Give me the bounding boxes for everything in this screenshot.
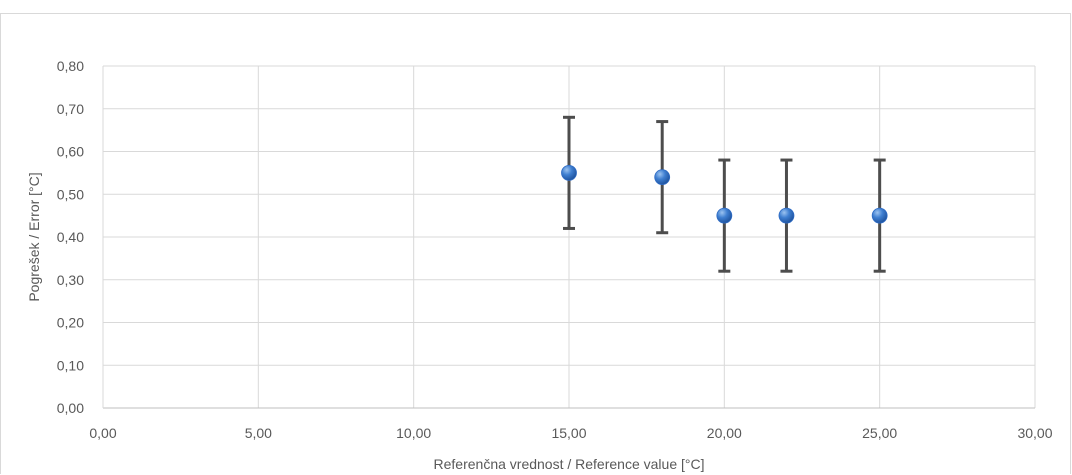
data-points <box>561 164 888 224</box>
x-tick-label: 5,00 <box>245 425 272 441</box>
grid-lines <box>103 65 1036 408</box>
data-point <box>778 207 795 224</box>
y-tick-label: 0,10 <box>57 357 84 373</box>
data-point <box>716 207 733 224</box>
x-tick-label: 30,00 <box>1017 425 1052 441</box>
y-tick-label: 0,70 <box>57 101 84 117</box>
x-tick-label: 15,00 <box>551 425 586 441</box>
y-tick-label: 0,00 <box>57 400 84 416</box>
y-tick-label: 0,80 <box>57 58 84 74</box>
x-tick-label: 10,00 <box>396 425 431 441</box>
data-point <box>654 169 671 186</box>
y-tick-label: 0,20 <box>57 315 84 331</box>
data-point <box>561 164 577 181</box>
x-tick-label: 20,00 <box>707 425 742 441</box>
x-axis-title: Referenčna vrednost / Reference value [°… <box>434 456 705 472</box>
tick-labels: 0,00 0,10 0,20 0,30 0,40 0,50 0,60 0,70 0,80 0,00… <box>57 58 1053 441</box>
chart-frame <box>0 13 1071 474</box>
y-tick-label: 0,40 <box>57 229 84 245</box>
x-tick-label: 25,00 <box>862 425 897 441</box>
x-tick-label: 0,00 <box>89 425 116 441</box>
y-axis-title: Pogrešek / Error [°C] <box>26 172 42 301</box>
y-tick-label: 0,50 <box>57 186 84 202</box>
data-point <box>871 207 888 224</box>
y-tick-label: 0,30 <box>57 272 84 288</box>
y-tick-label: 0,60 <box>57 144 84 160</box>
axes <box>102 66 1035 409</box>
